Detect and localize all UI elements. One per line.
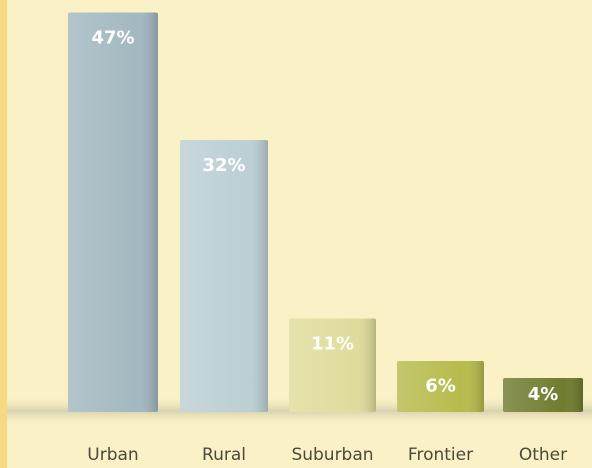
x-tick-label: Suburban	[291, 445, 373, 465]
value-label: 6%	[425, 376, 456, 397]
bar-shade	[289, 318, 376, 412]
bars: 47% Urban 32% Rural 11% Suburban 6% Frontier 4% O…	[68, 12, 583, 465]
bar-shade	[68, 12, 158, 412]
x-tick-label: Urban	[87, 445, 138, 465]
value-label: 11%	[311, 334, 354, 355]
x-tick-label: Rural	[202, 445, 246, 465]
bar-shade	[180, 140, 268, 412]
x-tick-label: Other	[519, 445, 567, 465]
value-label: 4%	[528, 384, 559, 405]
value-label: 47%	[91, 28, 134, 49]
left-stripe	[0, 0, 7, 468]
bar-shade	[397, 361, 484, 412]
bar-shade	[503, 378, 583, 412]
x-tick-label: Frontier	[408, 445, 473, 465]
value-label: 32%	[202, 155, 245, 176]
